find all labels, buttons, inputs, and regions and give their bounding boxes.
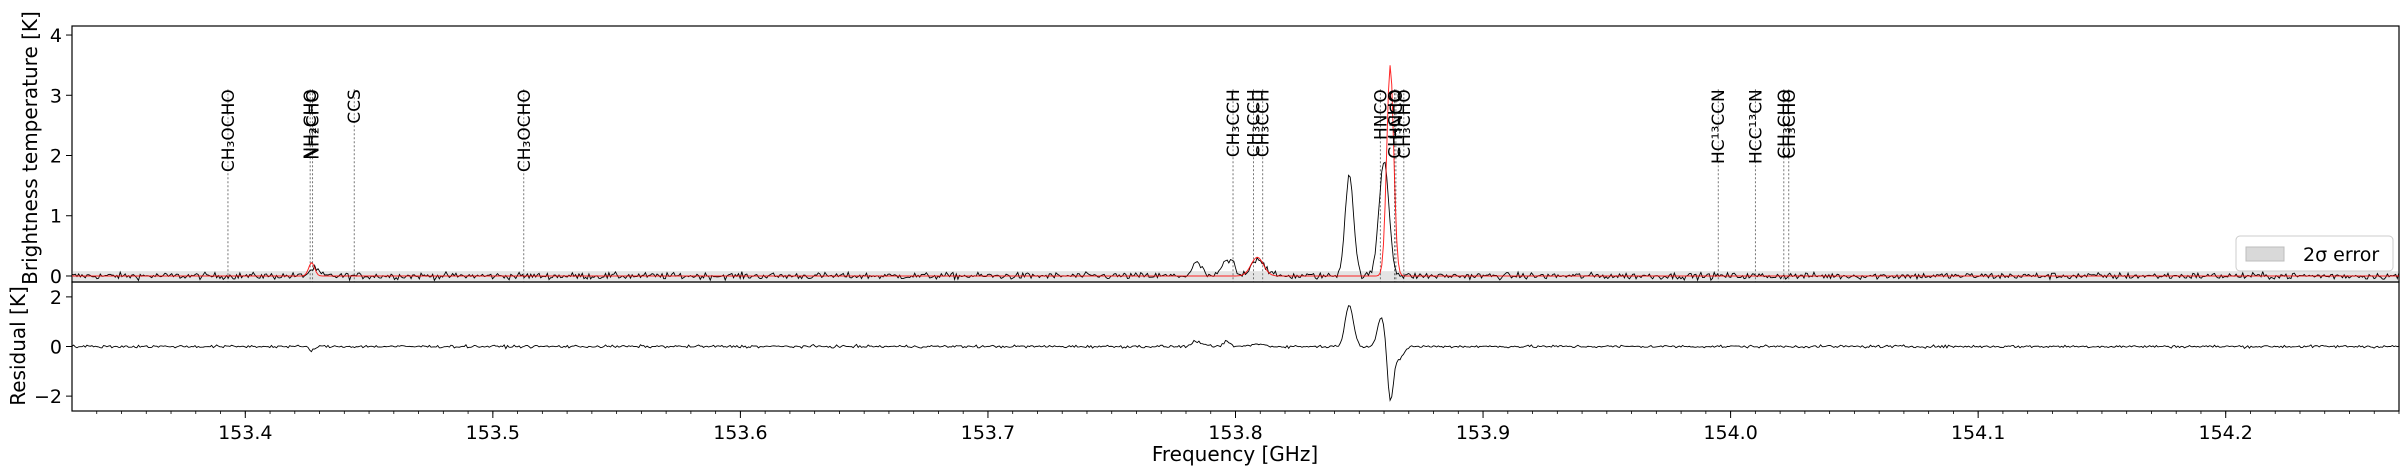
- legend-swatch-error-band: [2245, 246, 2285, 262]
- line-marker-label: CH₃CCH: [1224, 89, 1244, 157]
- y-tick-label: 1: [50, 206, 62, 228]
- line-marker-label: CH₃CCH: [1254, 89, 1274, 157]
- line-marker-label: CCS: [345, 89, 365, 124]
- line-marker-label: HNCO: [1371, 89, 1391, 140]
- x-tick-label: 153.9: [1456, 422, 1510, 444]
- line-marker-label: CH₃CHO: [1385, 89, 1405, 159]
- x-tick-label: 154.1: [1951, 422, 2005, 444]
- residual-series: [71, 305, 2400, 402]
- line-marker-label: CH₃CHO: [1780, 89, 1800, 159]
- x-tick-label: 154.2: [2199, 422, 2253, 444]
- line-markers: [227, 89, 1790, 282]
- y-tick-label: 2: [50, 146, 62, 168]
- legend: 2σ error: [2235, 235, 2394, 272]
- x-ticks: 153.4 153.5 153.6 153.7 153.8 153.9 154.0 154.1…: [96, 411, 2400, 444]
- spectrum-series: [71, 65, 2400, 282]
- legend-label-error-band: 2σ error: [2303, 244, 2379, 266]
- line-marker-label: CH₃OCHO: [515, 89, 535, 172]
- legend-box: [2235, 235, 2394, 272]
- y-axis-label-spectrum: Brightness temperature [K]: [18, 11, 42, 285]
- x-tick-label: 153.7: [961, 422, 1015, 444]
- line-marker-label: CH₃CHO: [1395, 89, 1415, 159]
- model-spectrum-line: [72, 65, 2399, 277]
- residual-panel: −2 0 2 153.4 153.5 153.6 153.7 153.8 153.9 154.0…: [6, 281, 2400, 466]
- y-tick-label: 4: [50, 25, 62, 47]
- line-marker-label: HNCO: [1387, 89, 1407, 140]
- y-axis-label-residual: Residual [K]: [6, 286, 30, 406]
- x-axis-label: Frequency [GHz]: [1152, 442, 1318, 466]
- residual-line: [71, 305, 2400, 402]
- y-tick-label: 2: [50, 287, 62, 309]
- line-marker-label: HC¹³CCN: [1709, 89, 1729, 164]
- y-tick-label: 3: [50, 85, 62, 107]
- line-marker-label: CH₃OCHO: [219, 89, 239, 172]
- line-marker-label: CH₃CHO: [1775, 89, 1795, 159]
- x-tick-label: 153.6: [713, 422, 767, 444]
- y-tick-label: −2: [34, 386, 62, 408]
- x-tick-label: 154.0: [1703, 422, 1757, 444]
- y-tick-label: 0: [50, 337, 62, 359]
- residual-y-ticks: −2 0 2: [34, 287, 72, 408]
- line-marker-label: NH₂CHO: [301, 89, 321, 159]
- y-tick-label: 0: [50, 266, 62, 288]
- x-tick-label: 153.8: [1208, 422, 1262, 444]
- line-marker-label: HCC¹³CN: [1746, 89, 1766, 164]
- x-tick-label: 153.4: [218, 422, 272, 444]
- spectrum-y-ticks: 0 1 2 3 4: [50, 25, 72, 288]
- line-marker-label: NH₂CHO: [304, 89, 324, 159]
- line-marker-label: CH₃CCH: [1245, 89, 1265, 157]
- observed-spectrum-line: [71, 161, 2400, 282]
- x-tick-label: 153.5: [466, 422, 520, 444]
